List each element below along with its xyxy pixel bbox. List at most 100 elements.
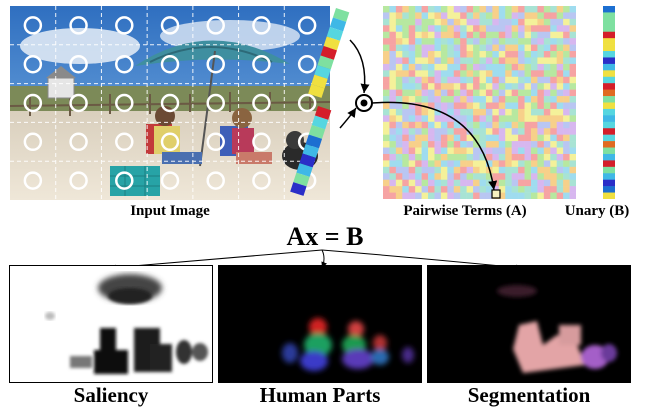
heatmap-cell (466, 166, 474, 174)
heatmap-cell (415, 186, 422, 193)
heatmap-cell (440, 51, 448, 58)
heatmap-cell (524, 108, 532, 116)
heatmap-cell (550, 115, 557, 123)
heatmap-cell (415, 134, 422, 142)
heatmap-cell (485, 179, 493, 187)
heatmap-cell (530, 12, 538, 20)
heatmap-cell (485, 96, 493, 103)
heatmap-cell (466, 38, 474, 45)
heatmap-cell (492, 89, 500, 97)
heatmap-cell (466, 70, 474, 78)
heatmap-cell (505, 153, 512, 161)
heatmap-cell (485, 128, 493, 135)
heatmap-cell (460, 44, 467, 52)
heatmap-cell (402, 63, 410, 71)
heatmap-cell (556, 141, 564, 148)
heatmap-cell (415, 192, 422, 199)
feature-strip-cell (332, 8, 350, 22)
heatmap-cell (434, 160, 442, 168)
heatmap-cell (421, 134, 429, 142)
heatmap-cell (492, 31, 500, 39)
heatmap-cell (550, 83, 557, 90)
heatmap-cell (466, 31, 474, 39)
heatmap-cell (505, 38, 512, 45)
heatmap-cell (473, 160, 480, 168)
heatmap-cell (421, 31, 429, 39)
unary-cell (603, 83, 615, 90)
heatmap-cell (550, 31, 557, 39)
heatmap-cell (498, 102, 506, 110)
heatmap-cell (524, 63, 532, 71)
heatmap-cell (563, 141, 570, 148)
heatmap-cell (447, 166, 455, 174)
heatmap-cell (479, 63, 487, 71)
unary-cell (603, 160, 615, 168)
heatmap-cell (485, 63, 493, 71)
heatmap-cell (421, 192, 429, 199)
heatmap-cell (434, 108, 442, 116)
heatmap-cell (389, 141, 397, 148)
heatmap-cell (479, 70, 487, 78)
heatmap-cell (485, 141, 493, 148)
heatmap-cell (518, 128, 525, 135)
heatmap-cell (511, 128, 519, 135)
heatmap-cell (505, 83, 512, 90)
heatmap-cell (408, 134, 416, 142)
heatmap-cell (563, 160, 570, 168)
heatmap-cell (518, 70, 525, 78)
heatmap-cell (466, 6, 474, 13)
heatmap-cell (563, 44, 570, 52)
heatmap-cell (479, 192, 487, 199)
unary-cell (603, 6, 615, 13)
heatmap-cell (428, 31, 435, 39)
heatmap-cell (518, 102, 525, 110)
heatmap-cell (395, 96, 403, 103)
heatmap-cell (466, 121, 474, 129)
heatmap-cell (408, 192, 416, 199)
heatmap-cell (569, 6, 576, 13)
heatmap-cell (389, 70, 397, 78)
heatmap-cell (440, 160, 448, 168)
heatmap-cell (518, 166, 525, 174)
heatmap-cell (479, 115, 487, 123)
heatmap-cell (453, 51, 461, 58)
heatmap-cell (473, 128, 480, 135)
heatmap-cell (466, 115, 474, 123)
heatmap-cell (473, 83, 480, 90)
unary-cell (603, 63, 615, 71)
heatmap-cell (460, 141, 467, 148)
heatmap-cell (563, 186, 570, 193)
heatmap-cell (434, 102, 442, 110)
heatmap-cell (389, 38, 397, 45)
heatmap-cell (556, 192, 564, 199)
heatmap-cell (511, 96, 519, 103)
heatmap-cell (563, 38, 570, 45)
heatmap-cell (402, 44, 410, 52)
heatmap-cell (518, 76, 525, 84)
heatmap-cell (460, 134, 467, 142)
heatmap-cell (479, 51, 487, 58)
arrow-strip1-to-product (349, 39, 370, 94)
heatmap-cell (389, 160, 397, 168)
heatmap-cell (440, 76, 448, 84)
heatmap-cell (524, 102, 532, 110)
heatmap-cell (556, 25, 564, 33)
saliency-panel (9, 265, 213, 383)
heatmap-cell (383, 51, 390, 58)
heatmap-cell (460, 31, 467, 39)
heatmap-cell (556, 166, 564, 174)
heatmap-cell (569, 115, 576, 123)
heatmap-cell (428, 51, 435, 58)
heatmap-cell (440, 147, 448, 155)
heatmap-cell (569, 31, 576, 39)
heatmap-cell (434, 38, 442, 45)
heatmap-cell (524, 160, 532, 168)
heatmap-cell (466, 186, 474, 193)
heatmap-cell (563, 83, 570, 90)
heatmap-cell (537, 51, 545, 58)
heatmap-cell (447, 25, 455, 33)
heatmap-cell (569, 147, 576, 155)
heatmap-cell (543, 166, 551, 174)
heatmap-cell (402, 179, 410, 187)
heatmap-cell (402, 121, 410, 129)
